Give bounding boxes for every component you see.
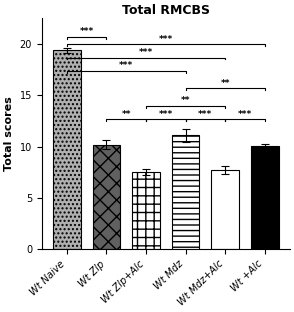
Y-axis label: Total scores: Total scores [4,96,14,171]
Text: **: ** [220,79,230,88]
Bar [251,145,278,249]
Bar [132,172,160,249]
Text: **: ** [121,110,131,119]
Bar [53,50,81,249]
Bar [211,170,239,249]
Text: ***: *** [159,35,173,44]
Text: ***: *** [80,27,94,37]
Text: ***: *** [198,110,213,119]
Title: Total RMCBS: Total RMCBS [122,4,210,17]
Text: ***: *** [139,48,153,57]
Text: ***: *** [238,110,252,119]
Text: **: ** [181,96,190,105]
Bar [93,144,120,249]
Text: ***: *** [159,110,173,119]
Text: ***: *** [119,61,133,70]
Bar [172,135,199,249]
